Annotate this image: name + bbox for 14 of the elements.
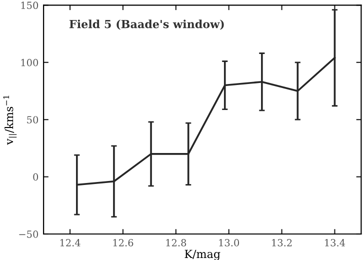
x-tick-label: 12.8 [166, 239, 186, 246]
x-tick-label: 12.4 [60, 239, 80, 246]
y-tick-label: −50 [19, 230, 38, 238]
annotation: Field 5 (Baade's window) [69, 20, 224, 30]
x-tick-label: 13.2 [272, 239, 292, 246]
x-tick-label: 13.4 [325, 239, 346, 246]
y-tick-label: 150 [21, 2, 38, 10]
y-tick-label: 100 [21, 58, 38, 66]
x-axis-title: K/mag [184, 250, 220, 260]
y-tick-label: 0 [33, 173, 38, 181]
x-tick-label: 13.0 [219, 239, 240, 246]
x-tick-label: 12.6 [113, 239, 134, 246]
y-tick-label: 50 [27, 116, 38, 124]
y-axis-title: v$_{||}$/kms$^{−1}$ [3, 96, 17, 145]
